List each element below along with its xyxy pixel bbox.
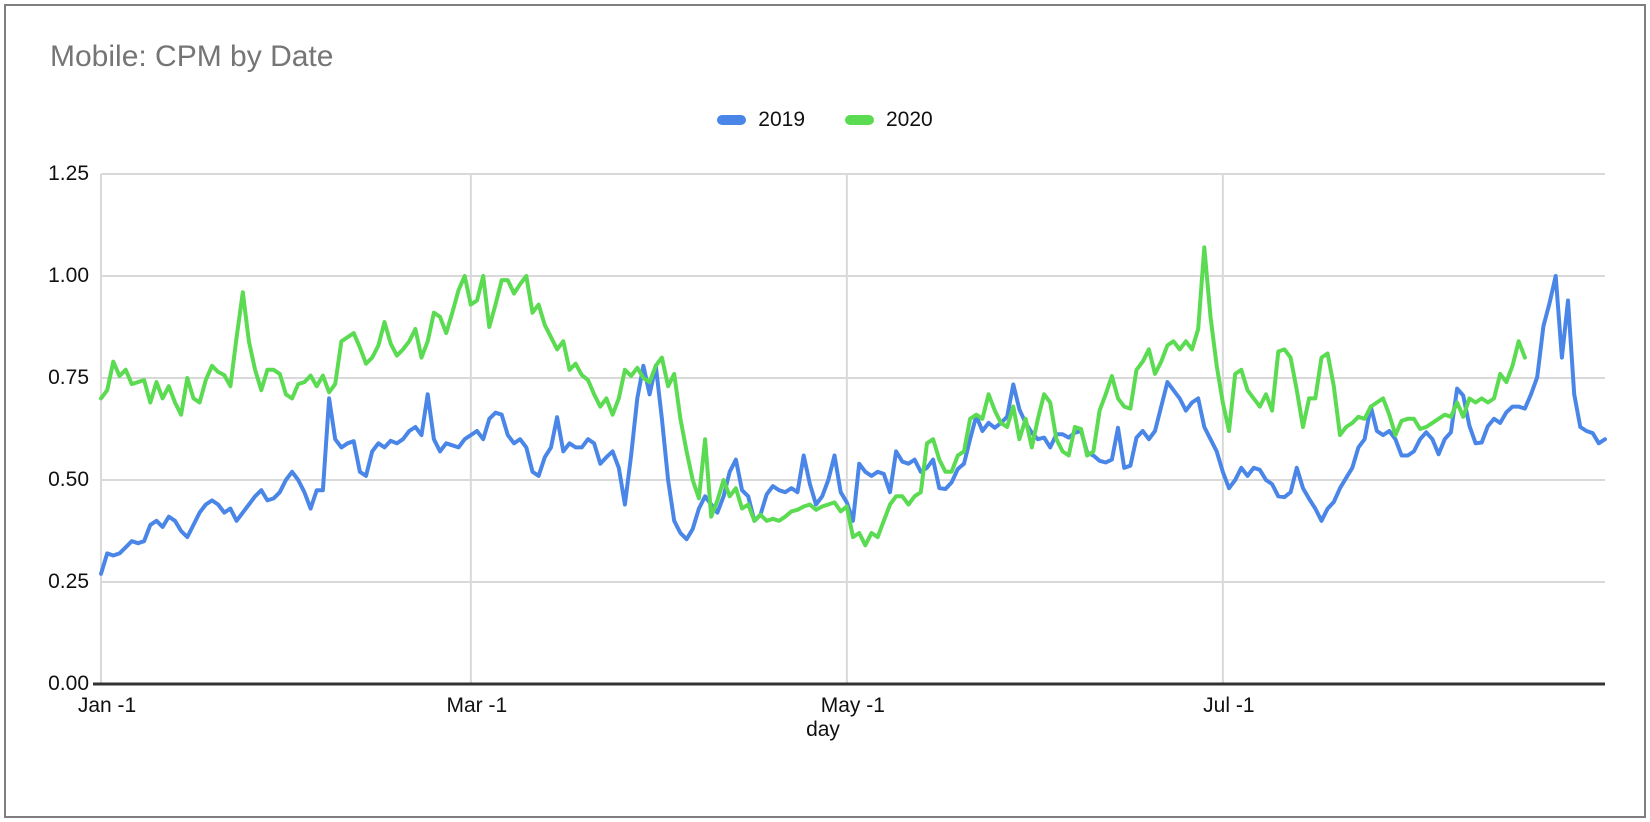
legend-label-2019: 2019 bbox=[758, 108, 805, 131]
legend-label-2020: 2020 bbox=[886, 108, 933, 131]
y-tick-label: 0.00 bbox=[48, 672, 89, 695]
chart-frame[interactable]: Mobile: CPM by Date 2019 2020 day 0.00 0.… bbox=[4, 4, 1646, 818]
x-axis-title: day bbox=[806, 718, 840, 741]
legend-swatch-2020 bbox=[845, 115, 874, 125]
series-line-2020 bbox=[99, 245, 1527, 548]
x-tick-label: Jan -1 bbox=[77, 694, 137, 717]
legend-swatch-2019 bbox=[717, 115, 747, 125]
x-tick-label: Jul -1 bbox=[1203, 694, 1255, 717]
x-tick-label: Mar -1 bbox=[446, 694, 508, 717]
y-tick-label: 0.25 bbox=[48, 570, 89, 593]
chart-title: Mobile: CPM by Date bbox=[50, 40, 334, 73]
legend-item-2020: 2020 bbox=[845, 108, 933, 132]
legend-item-2019: 2019 bbox=[717, 108, 805, 132]
y-tick-label: 0.50 bbox=[48, 468, 89, 491]
y-tick-label: 1.00 bbox=[48, 264, 89, 287]
series-line-2019 bbox=[99, 274, 1607, 576]
x-tick-label: May -1 bbox=[820, 694, 885, 717]
y-tick-label: 1.25 bbox=[48, 162, 89, 185]
legend: 2019 2020 bbox=[6, 108, 1644, 132]
y-tick-label: 0.75 bbox=[48, 366, 89, 389]
